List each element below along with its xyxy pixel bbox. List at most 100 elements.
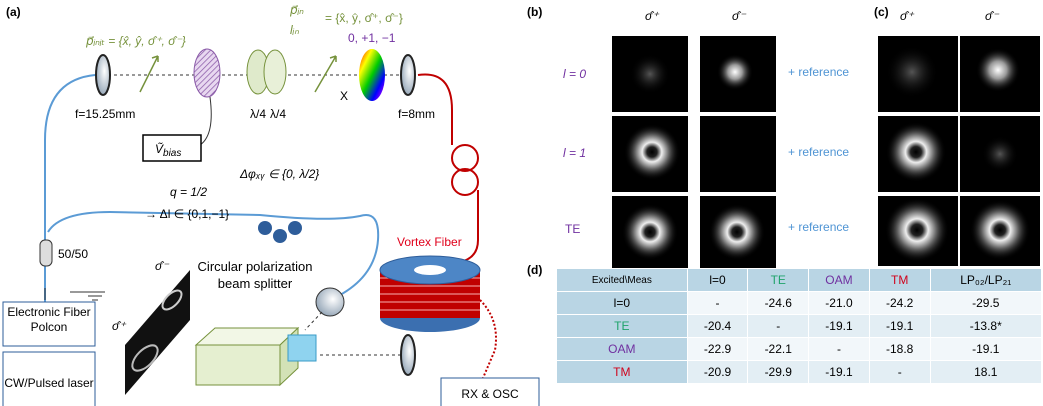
table-cell: -29.9: [748, 361, 809, 384]
col-label: σ̂⁻: [985, 9, 1000, 23]
qwp-label: λ/4: [250, 107, 266, 121]
header-cell: Excited\Meas: [557, 269, 688, 292]
panel-a: (a) 50/50 f=15.25mm Ṽbias λ/4 λ/4 X f=8m…: [3, 3, 539, 406]
panel-label: (a): [6, 5, 21, 19]
splitter-label: Circular polarization beam splitter: [190, 258, 320, 292]
set-top: = {x̂, ŷ, σ̂⁺, σ̂⁻}: [325, 11, 403, 25]
waveplate: [264, 50, 286, 94]
ground: [45, 288, 105, 300]
row-header: OAM: [557, 338, 688, 361]
table-cell: -22.1: [748, 338, 809, 361]
table-row: TE-20.4--19.1-19.1-13.8*: [557, 315, 1042, 338]
panel-c: (c) σ̂⁺ σ̂⁻ (d): [527, 5, 1040, 277]
splitter: [196, 345, 280, 385]
table-cell: -24.6: [748, 292, 809, 315]
fiber-label: Vortex Fiber: [397, 235, 462, 249]
table-cell: -22.9: [687, 338, 748, 361]
fiber: [460, 190, 478, 262]
polarizer: [315, 56, 336, 92]
reference-label: + reference: [788, 220, 849, 234]
receiver-label: RX & OSC: [461, 387, 519, 401]
lens-label: f=8mm: [398, 107, 435, 121]
polarizer: [140, 56, 158, 92]
table-cell: -20.4: [687, 315, 748, 338]
p-in: p⃗ᵢₙ: [289, 3, 304, 17]
laser-label: CW/Pulsed laser: [3, 376, 95, 391]
lens-label: f=15.25mm: [75, 107, 135, 121]
table-row: l=0--24.6-21.0-24.2-29.5: [557, 292, 1042, 315]
panel-label: (d): [527, 263, 542, 277]
delta-phi: Δφₓᵧ ∈ {0, λ/2}: [239, 167, 319, 181]
table-cell: -19.1: [809, 361, 870, 384]
lens: [401, 335, 415, 375]
row-label: l = 0: [563, 67, 586, 81]
screen: [125, 270, 190, 395]
paddle: [288, 221, 302, 235]
col-label: σ̂⁺: [900, 9, 915, 23]
delta-l: → Δl ∈ {0,1,−1}: [145, 207, 229, 221]
table-cell: -: [748, 315, 809, 338]
p-init: p⃗ᵢₙᵢₜ = {x̂, ŷ, σ̂⁺, σ̂⁻}: [85, 34, 186, 48]
figure: (a) 50/50 f=15.25mm Ṽbias λ/4 λ/4 X f=8m…: [0, 0, 1043, 406]
table-cell: -: [687, 292, 748, 315]
images-b: [612, 36, 776, 272]
panel-label: (b): [527, 5, 542, 19]
header-cell: l=0: [687, 269, 748, 292]
screen-plus: σ̂⁺: [112, 319, 127, 333]
table-cell: -13.8*: [930, 315, 1041, 338]
polcon-label: Electronic Fiber Polcon: [3, 305, 95, 335]
table-cell: -: [869, 361, 930, 384]
bias-sub: bias: [163, 148, 181, 159]
lens: [316, 288, 344, 316]
table-row: TM-20.9-29.9-19.1-18.1: [557, 361, 1042, 384]
table-cell: -20.9: [687, 361, 748, 384]
reference-label: + reference: [788, 145, 849, 159]
header-cell: TE: [748, 269, 809, 292]
l-in: lᵢₙ: [290, 23, 299, 37]
row-header: TM: [557, 361, 688, 384]
screen-minus: σ̂⁻: [155, 259, 170, 273]
q-plate: [194, 49, 220, 97]
coupler: [40, 240, 52, 266]
fiber-loop: [452, 169, 478, 195]
paddle: [258, 221, 272, 235]
row-header: l=0: [557, 292, 688, 315]
panel-label: (c): [874, 5, 889, 19]
images-c: [878, 36, 1040, 266]
table-cell: -21.0: [809, 292, 870, 315]
table-cell: -29.5: [930, 292, 1041, 315]
cube: [288, 335, 316, 361]
row-label: TE: [565, 222, 580, 236]
reference-label: + reference: [788, 65, 849, 79]
panel-b: (b) σ̂⁺ σ̂⁻ l = 0 l = 1 TE + reference +…: [527, 5, 849, 272]
spool-hole: [414, 265, 446, 275]
fiber-loop: [452, 145, 478, 171]
table-cell: -24.2: [869, 292, 930, 315]
lens: [96, 55, 110, 95]
table-cell: -: [809, 338, 870, 361]
set-bottom: 0, +1, −1: [348, 31, 396, 45]
q-value: q = 1/2: [170, 185, 207, 199]
table-cell: -18.8: [869, 338, 930, 361]
table-cell: -19.1: [809, 315, 870, 338]
header-cell: TM: [869, 269, 930, 292]
qwp-label: λ/4: [270, 107, 286, 121]
x-mark: X: [340, 89, 348, 103]
table-cell: -19.1: [930, 338, 1041, 361]
header-cell: OAM: [809, 269, 870, 292]
lens: [401, 55, 415, 95]
fiber: [480, 300, 496, 385]
row-header: TE: [557, 315, 688, 338]
col-label: σ̂⁺: [645, 9, 660, 23]
table-cell: -19.1: [869, 315, 930, 338]
coupler-label: 50/50: [58, 247, 88, 261]
header-cell: LP₀₂/LP₂₁: [930, 269, 1041, 292]
table-row: OAM-22.9-22.1--18.8-19.1: [557, 338, 1042, 361]
paddle: [273, 229, 287, 243]
col-label: σ̂⁻: [732, 9, 747, 23]
table-cell: 18.1: [930, 361, 1041, 384]
row-label: l = 1: [563, 146, 586, 160]
color-wheel: [359, 49, 385, 101]
